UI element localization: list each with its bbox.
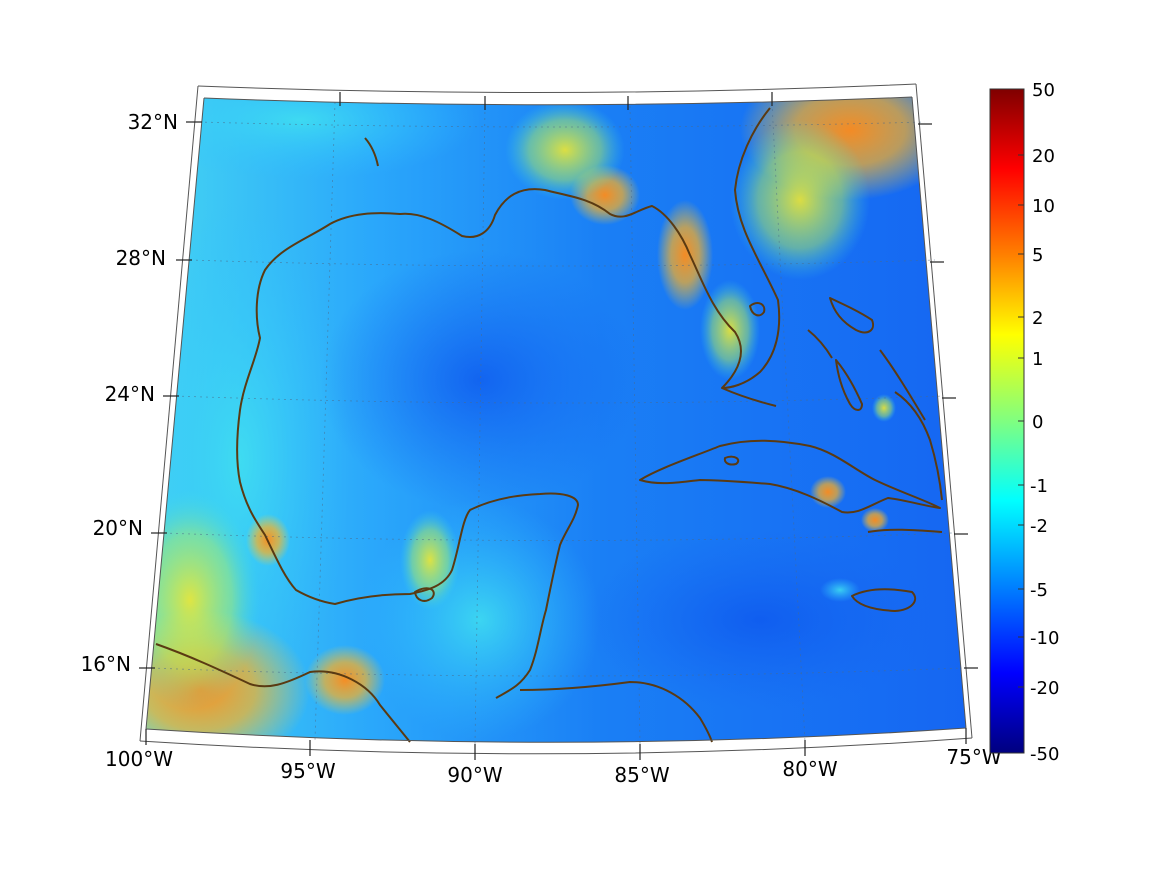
colorbar-tick-label: 0 [1032,412,1043,433]
colorbar-tick-label: -20 [1030,678,1059,699]
frame-ticks [139,92,978,760]
colorbar-tick-label: -2 [1030,516,1048,537]
colorbar-tick-label: 20 [1032,146,1055,167]
lon-label: 85°W [614,763,669,787]
map-frame [139,83,973,755]
colorbar-tick-label: 10 [1032,196,1055,217]
colorbar-tick-label: 1 [1032,349,1043,370]
latitude-labels: 32°N 28°N 24°N 20°N 16°N [81,110,178,676]
data-field [146,97,966,743]
lat-label: 28°N [116,246,166,270]
colorbar-tick-label: -1 [1030,476,1048,497]
lon-label: 80°W [782,757,837,781]
colorbar-ticks [1018,88,1024,754]
colorbar-tick-label: 2 [1032,308,1043,329]
lon-label: 100°W [105,747,173,771]
graticule [151,101,963,745]
lat-label: 16°N [81,652,131,676]
lon-label: 95°W [280,759,335,783]
colorbar-tick-label: 5 [1032,245,1043,266]
lat-label: 20°N [93,516,143,540]
colorbar-tick-label: -50 [1030,744,1059,765]
colorbar: 50 20 10 5 2 1 0 -1 -2 -5 -10 -20 -50 [989,80,1059,765]
coastlines [155,107,943,743]
colorbar-tick-label: 50 [1032,80,1055,101]
lat-label: 32°N [128,110,178,134]
colorbar-tick-label: -5 [1030,580,1048,601]
colorbar-tick-label: -10 [1030,628,1059,649]
lat-label: 24°N [105,382,155,406]
lon-label: 90°W [447,763,502,787]
longitude-labels: 100°W 95°W 90°W 85°W 80°W 75°W [105,745,1002,787]
